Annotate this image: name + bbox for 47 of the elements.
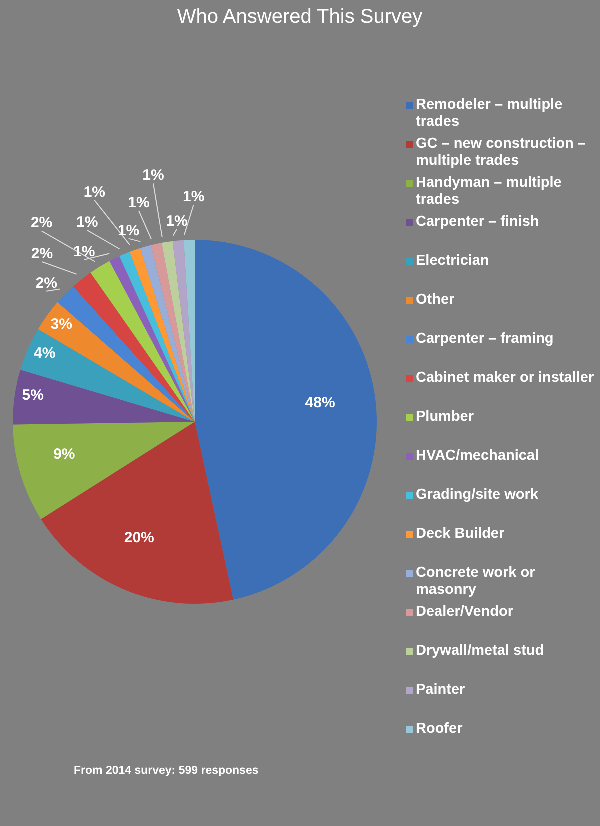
- pie-slice: [13, 422, 195, 520]
- data-label: 1%: [142, 167, 164, 184]
- pie-slice: [140, 245, 195, 422]
- pie-slice: [90, 261, 195, 422]
- legend-label: Carpenter – finish: [416, 214, 540, 231]
- legend-label: Handyman – multiple trades: [416, 175, 563, 209]
- pie-slice: [13, 370, 195, 425]
- legend-label: GC – new construction – multiple trades: [416, 136, 587, 170]
- legend-label: Plumber: [416, 409, 474, 426]
- pie-slice: [41, 422, 234, 604]
- legend-label: Remodeler – multiple trades: [416, 97, 564, 131]
- data-label: 2%: [36, 274, 58, 292]
- chart-title: Who Answered This Survey: [176, 6, 424, 29]
- pie-slice: [195, 240, 377, 600]
- legend-label: Deck Builder: [416, 526, 505, 543]
- data-label: 1%: [182, 188, 205, 206]
- pie-slice: [162, 241, 195, 422]
- legend-label: Drywall/metal stud: [416, 643, 544, 660]
- data-label: 3%: [50, 316, 72, 333]
- data-label: 48%: [305, 394, 336, 412]
- legend-label: Roofer: [416, 721, 463, 738]
- data-label: 1%: [128, 194, 150, 212]
- data-label: 1%: [118, 222, 140, 240]
- data-label: 9%: [54, 446, 76, 463]
- data-label: 5%: [22, 386, 44, 404]
- legend-label: Cabinet maker or installer: [416, 370, 594, 387]
- legend-label: Painter: [416, 682, 466, 699]
- data-label: 1%: [74, 243, 96, 260]
- data-label: 20%: [124, 529, 154, 546]
- pie-slice: [151, 243, 195, 422]
- legend-label: Electrician: [416, 253, 490, 270]
- legend-label: Carpenter – framing: [416, 331, 554, 348]
- data-label: 2%: [31, 246, 54, 263]
- data-label: 1%: [166, 212, 188, 230]
- data-label: 1%: [76, 214, 98, 231]
- pie-slice: [73, 272, 195, 422]
- data-label: 2%: [30, 214, 53, 232]
- text: From 2014 survey: 599 responses: [74, 765, 259, 777]
- pie-slice: [20, 329, 195, 422]
- data-label: 1%: [84, 184, 106, 201]
- legend-label: Grading/site work: [416, 487, 538, 504]
- legend-label: Dealer/Vendor: [416, 604, 514, 621]
- data-label: 4%: [34, 345, 56, 362]
- pie-slice: [172, 240, 195, 422]
- legend-label: Other: [416, 292, 455, 309]
- legend-label: HVAC/mechanical: [416, 448, 540, 465]
- legend-label: Concrete work or masonry: [416, 565, 536, 599]
